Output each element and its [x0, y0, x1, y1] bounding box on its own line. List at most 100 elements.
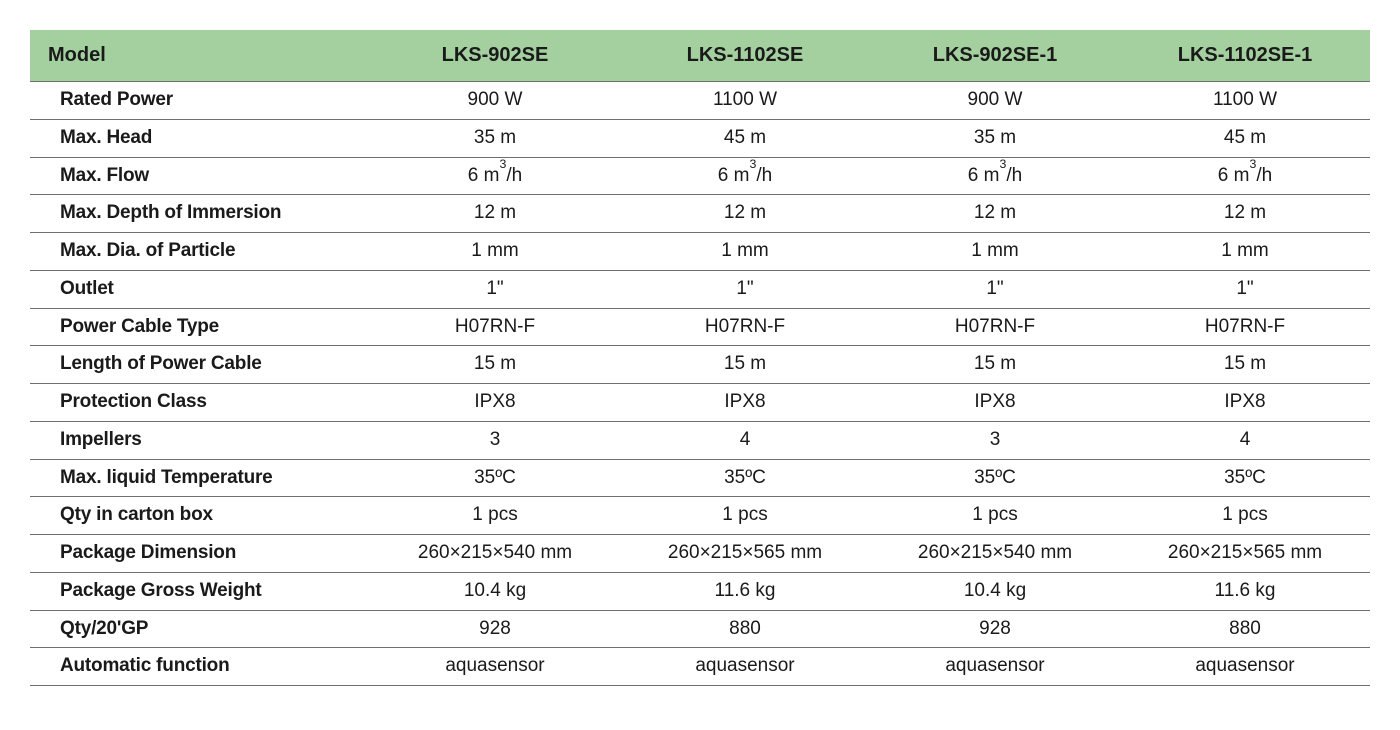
cell-value: 1100 W — [1120, 82, 1370, 120]
cell-value: 6 m3/h — [870, 157, 1120, 195]
cell-value: 1 pcs — [1120, 497, 1370, 535]
header-col-0: LKS-902SE — [370, 30, 620, 82]
cell-value: 260×215×540 mm — [370, 535, 620, 573]
cell-value: 4 — [1120, 421, 1370, 459]
table-row: Qty/20'GP928880928880 — [30, 610, 1370, 648]
cell-value: 3 — [370, 421, 620, 459]
row-label: Automatic function — [30, 648, 370, 686]
cell-value: 35ºC — [620, 459, 870, 497]
cell-value: 1" — [1120, 270, 1370, 308]
cell-value: 12 m — [620, 195, 870, 233]
row-label: Protection Class — [30, 384, 370, 422]
cell-value: 12 m — [1120, 195, 1370, 233]
cell-value: 1" — [620, 270, 870, 308]
table-body: Rated Power900 W1100 W900 W1100 WMax. He… — [30, 82, 1370, 686]
cell-value: H07RN-F — [370, 308, 620, 346]
cell-value: 12 m — [370, 195, 620, 233]
header-col-1: LKS-1102SE — [620, 30, 870, 82]
cell-value: 45 m — [1120, 119, 1370, 157]
row-label: Length of Power Cable — [30, 346, 370, 384]
cell-value: 260×215×565 mm — [620, 535, 870, 573]
row-label: Power Cable Type — [30, 308, 370, 346]
cell-value: 35ºC — [370, 459, 620, 497]
cell-value: 35 m — [870, 119, 1120, 157]
cell-value: 260×215×540 mm — [870, 535, 1120, 573]
cell-value: 15 m — [870, 346, 1120, 384]
cell-value: 35ºC — [870, 459, 1120, 497]
spec-table: Model LKS-902SE LKS-1102SE LKS-902SE-1 L… — [30, 30, 1370, 686]
cell-value: 15 m — [1120, 346, 1370, 384]
table-row: Package Gross Weight10.4 kg11.6 kg10.4 k… — [30, 572, 1370, 610]
table-row: Max. Dia. of Particle1 mm1 mm1 mm1 mm — [30, 233, 1370, 271]
cell-value: 15 m — [620, 346, 870, 384]
cell-value: 11.6 kg — [620, 572, 870, 610]
cell-value: 928 — [870, 610, 1120, 648]
row-label: Max. liquid Temperature — [30, 459, 370, 497]
cell-value: 45 m — [620, 119, 870, 157]
cell-value: 1 pcs — [620, 497, 870, 535]
table-row: Rated Power900 W1100 W900 W1100 W — [30, 82, 1370, 120]
table-row: Automatic functionaquasensoraquasensoraq… — [30, 648, 1370, 686]
cell-value: 900 W — [870, 82, 1120, 120]
row-label: Outlet — [30, 270, 370, 308]
row-label: Qty/20'GP — [30, 610, 370, 648]
cell-value: 10.4 kg — [870, 572, 1120, 610]
cell-value: 1 pcs — [370, 497, 620, 535]
cell-value: 3 — [870, 421, 1120, 459]
cell-value: 1" — [870, 270, 1120, 308]
row-label: Package Gross Weight — [30, 572, 370, 610]
table-row: Outlet1"1"1"1" — [30, 270, 1370, 308]
cell-value: 1 mm — [370, 233, 620, 271]
cell-value: 35ºC — [1120, 459, 1370, 497]
cell-value: aquasensor — [1120, 648, 1370, 686]
cell-value: IPX8 — [370, 384, 620, 422]
cell-value: aquasensor — [370, 648, 620, 686]
row-label: Package Dimension — [30, 535, 370, 573]
cell-value: IPX8 — [620, 384, 870, 422]
row-label: Max. Depth of Immersion — [30, 195, 370, 233]
table-row: Qty in carton box1 pcs1 pcs1 pcs1 pcs — [30, 497, 1370, 535]
cell-value: H07RN-F — [1120, 308, 1370, 346]
row-label: Qty in carton box — [30, 497, 370, 535]
cell-value: 928 — [370, 610, 620, 648]
row-label: Max. Head — [30, 119, 370, 157]
cell-value: 6 m3/h — [620, 157, 870, 195]
cell-value: 1 mm — [870, 233, 1120, 271]
cell-value: 1" — [370, 270, 620, 308]
header-col-2: LKS-902SE-1 — [870, 30, 1120, 82]
table-row: Length of Power Cable15 m15 m15 m15 m — [30, 346, 1370, 384]
table-row: Impellers3434 — [30, 421, 1370, 459]
cell-value: 1100 W — [620, 82, 870, 120]
row-label: Max. Flow — [30, 157, 370, 195]
cell-value: 6 m3/h — [370, 157, 620, 195]
cell-value: 11.6 kg — [1120, 572, 1370, 610]
header-col-3: LKS-1102SE-1 — [1120, 30, 1370, 82]
cell-value: aquasensor — [620, 648, 870, 686]
cell-value: 35 m — [370, 119, 620, 157]
cell-value: 880 — [620, 610, 870, 648]
table-row: Max. Depth of Immersion12 m12 m12 m12 m — [30, 195, 1370, 233]
cell-value: H07RN-F — [870, 308, 1120, 346]
table-row: Max. Flow6 m3/h6 m3/h6 m3/h6 m3/h — [30, 157, 1370, 195]
table-header: Model LKS-902SE LKS-1102SE LKS-902SE-1 L… — [30, 30, 1370, 82]
cell-value: aquasensor — [870, 648, 1120, 686]
row-label: Impellers — [30, 421, 370, 459]
cell-value: 15 m — [370, 346, 620, 384]
row-label: Rated Power — [30, 82, 370, 120]
table-row: Max. liquid Temperature35ºC35ºC35ºC35ºC — [30, 459, 1370, 497]
cell-value: 1 mm — [1120, 233, 1370, 271]
cell-value: IPX8 — [870, 384, 1120, 422]
cell-value: 1 mm — [620, 233, 870, 271]
row-label: Max. Dia. of Particle — [30, 233, 370, 271]
cell-value: IPX8 — [1120, 384, 1370, 422]
table-row: Protection ClassIPX8IPX8IPX8IPX8 — [30, 384, 1370, 422]
cell-value: 880 — [1120, 610, 1370, 648]
table-row: Package Dimension260×215×540 mm260×215×5… — [30, 535, 1370, 573]
table-row: Power Cable TypeH07RN-FH07RN-FH07RN-FH07… — [30, 308, 1370, 346]
cell-value: H07RN-F — [620, 308, 870, 346]
cell-value: 12 m — [870, 195, 1120, 233]
table-row: Max. Head35 m45 m35 m45 m — [30, 119, 1370, 157]
cell-value: 4 — [620, 421, 870, 459]
cell-value: 260×215×565 mm — [1120, 535, 1370, 573]
cell-value: 6 m3/h — [1120, 157, 1370, 195]
